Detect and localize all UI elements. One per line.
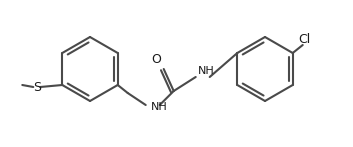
- Text: NH: NH: [198, 66, 215, 76]
- Text: S: S: [33, 81, 41, 93]
- Text: NH: NH: [151, 102, 167, 112]
- Text: O: O: [151, 52, 161, 66]
- Text: Cl: Cl: [299, 32, 311, 46]
